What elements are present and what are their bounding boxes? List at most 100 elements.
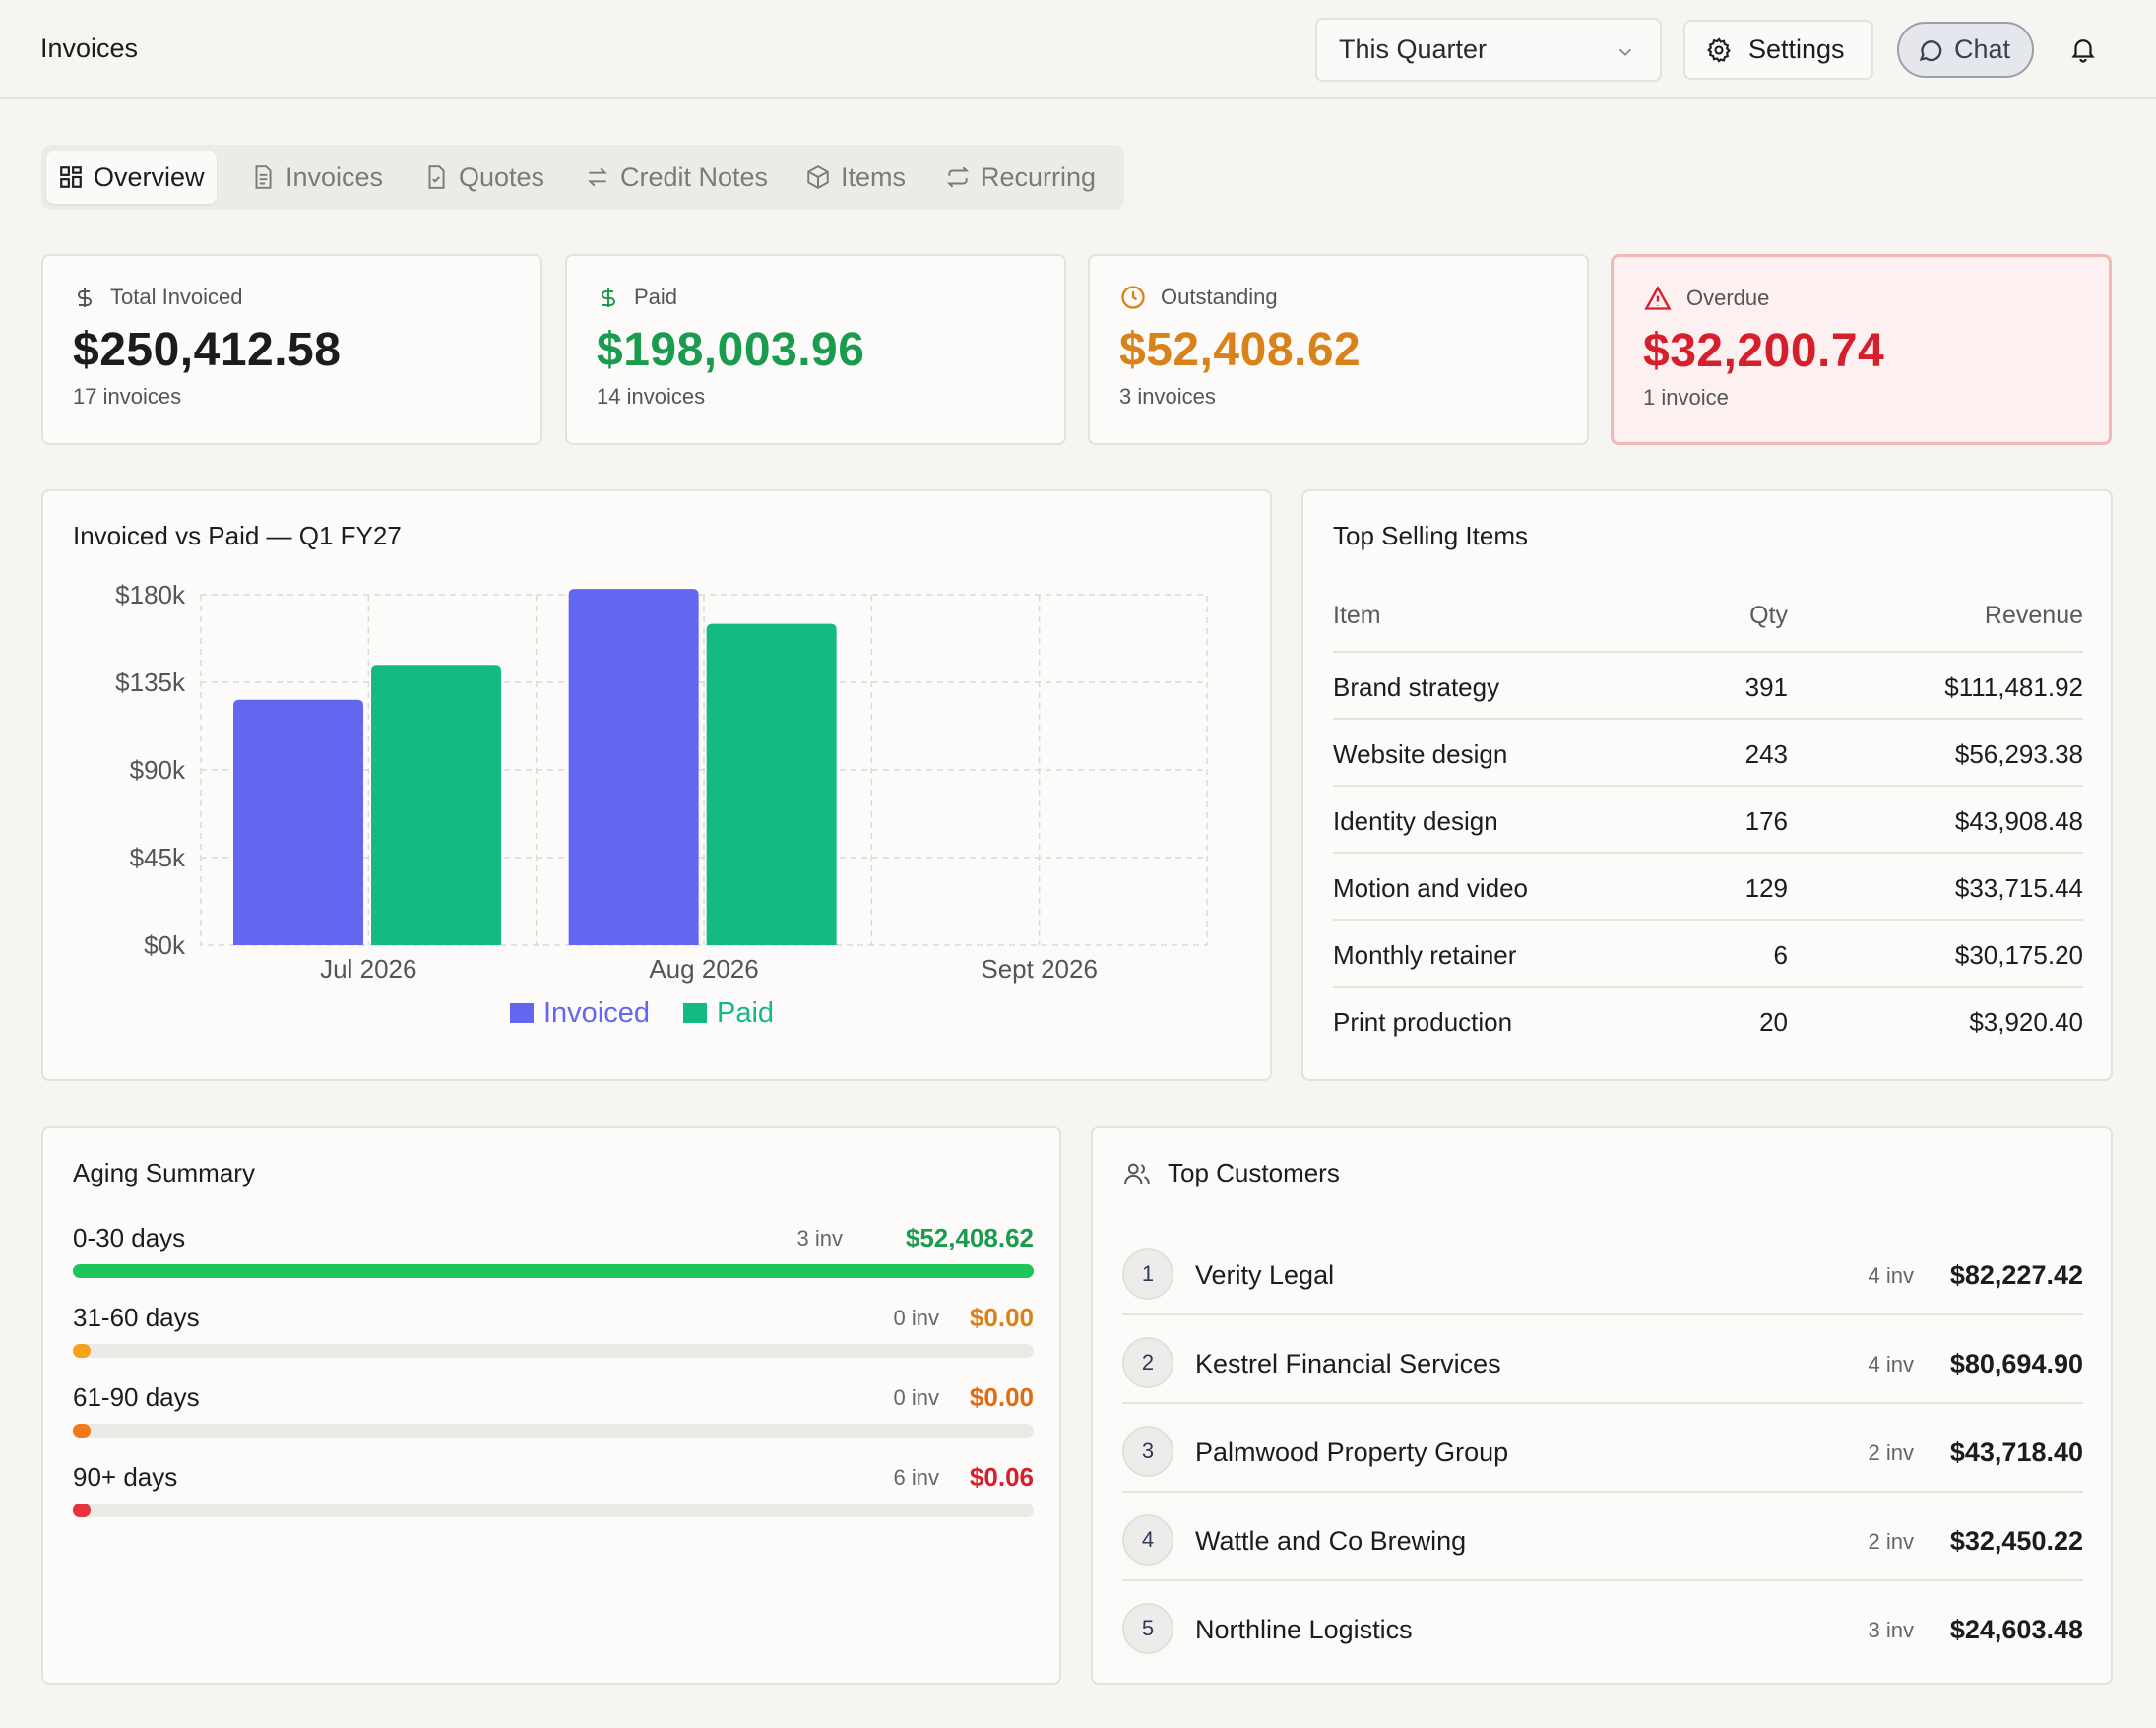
customer-row[interactable]: 5 Northline Logistics 3 inv $24,603.48 bbox=[1122, 1581, 2083, 1670]
gear-icon bbox=[1707, 36, 1731, 63]
aging-progress-fill bbox=[73, 1424, 91, 1438]
legend-swatch bbox=[683, 1003, 707, 1023]
tab-items[interactable]: Items bbox=[793, 151, 918, 204]
column-header-revenue: Revenue bbox=[1984, 602, 2083, 629]
file-check-icon bbox=[428, 165, 445, 189]
table-row: Brand strategy 391 $111,481.92 bbox=[1333, 651, 2083, 718]
x-tick-label: Jul 2026 bbox=[320, 954, 416, 984]
y-tick-label: $180k bbox=[115, 580, 186, 609]
customer-name: Verity Legal bbox=[1195, 1260, 1335, 1290]
kpi-label: Total Invoiced bbox=[110, 285, 243, 309]
table-row: Print production 20 $3,920.40 bbox=[1333, 986, 2083, 1053]
tab-quotes[interactable]: Quotes bbox=[412, 151, 556, 204]
customer-row[interactable]: 1 Verity Legal 4 inv $82,227.42 bbox=[1122, 1227, 2083, 1315]
invoiced-vs-paid-chart: $0k $45k $90k $135k $180k Jul 2026 Aug 2026 Sep… bbox=[115, 580, 1208, 1029]
aging-row: 0-30 days 3 inv $52,408.62 bbox=[73, 1223, 1034, 1282]
item-qty: 176 bbox=[1744, 806, 1788, 836]
item-revenue: $56,293.38 bbox=[1954, 739, 2083, 769]
aging-progress-fill bbox=[73, 1264, 1034, 1278]
kpi-subtext: 1 invoice bbox=[1643, 385, 1729, 410]
aging-progress-track bbox=[73, 1264, 1034, 1278]
aging-invoice-count: 3 inv bbox=[796, 1226, 843, 1250]
table-row: Motion and video 129 $33,715.44 bbox=[1333, 852, 2083, 919]
customer-rank-badge: 1 bbox=[1122, 1248, 1173, 1300]
tab-credit-notes[interactable]: Credit Notes bbox=[573, 151, 780, 204]
y-tick-label: $135k bbox=[115, 668, 186, 697]
item-name: Monthly retainer bbox=[1333, 940, 1517, 970]
kpi-subtext: 3 invoices bbox=[1119, 384, 1216, 409]
chat-label: Chat bbox=[1954, 34, 2011, 64]
aging-progress-track bbox=[73, 1344, 1034, 1358]
column-header-qty: Qty bbox=[1749, 602, 1788, 629]
item-name: Identity design bbox=[1333, 806, 1498, 836]
settings-button[interactable]: Settings bbox=[1683, 20, 1873, 80]
kpi-paid: Paid $198,003.96 14 invoices bbox=[565, 254, 1066, 445]
aging-invoice-count: 0 inv bbox=[893, 1385, 939, 1410]
aging-amount: $0.00 bbox=[969, 1382, 1034, 1412]
customer-row[interactable]: 4 Wattle and Co Brewing 2 inv $32,450.22 bbox=[1122, 1493, 2083, 1581]
x-tick-label: Sept 2026 bbox=[981, 954, 1098, 984]
aging-bucket-label: 31-60 days bbox=[73, 1303, 200, 1332]
bell-icon[interactable] bbox=[2068, 33, 2098, 65]
document-icon bbox=[255, 165, 272, 189]
period-select[interactable]: This Quarter bbox=[1315, 18, 1662, 82]
customer-invoice-count: 4 inv bbox=[1868, 1352, 1914, 1376]
kpi-value: $32,200.74 bbox=[1643, 325, 1885, 377]
customer-row[interactable]: 2 Kestrel Financial Services 4 inv $80,694.… bbox=[1122, 1315, 2083, 1404]
table-row: Website design 243 $56,293.38 bbox=[1333, 718, 2083, 785]
customer-amount: $24,603.48 bbox=[1949, 1615, 2083, 1644]
y-tick-label: $90k bbox=[130, 755, 186, 785]
chat-button[interactable]: Chat bbox=[1897, 22, 2034, 78]
item-qty: 20 bbox=[1759, 1007, 1788, 1037]
y-tick-label: $0k bbox=[144, 930, 186, 960]
repeat-icon bbox=[946, 166, 970, 188]
customer-rank-badge: 3 bbox=[1122, 1426, 1173, 1477]
clock-icon bbox=[1121, 286, 1145, 309]
invoiced-vs-paid-panel: Invoiced vs Paid — Q1 FY27 $0k $45k $90k $1… bbox=[41, 489, 1272, 1081]
column-header-item: Item bbox=[1333, 602, 1381, 629]
aging-invoice-count: 6 inv bbox=[893, 1465, 939, 1490]
customer-rank-badge: 5 bbox=[1122, 1603, 1173, 1654]
tab-recurring[interactable]: Recurring bbox=[933, 151, 1108, 204]
tab-invoices[interactable]: Invoices bbox=[238, 151, 395, 204]
page-title: Invoices bbox=[40, 33, 139, 63]
item-name: Website design bbox=[1333, 739, 1508, 769]
aging-row: 31-60 days 0 inv $0.00 bbox=[73, 1303, 1034, 1362]
chart-title: Invoiced vs Paid — Q1 FY27 bbox=[73, 521, 402, 550]
tab-label: Items bbox=[841, 161, 907, 192]
chat-bubble-icon bbox=[1919, 39, 1942, 61]
item-name: Brand strategy bbox=[1333, 672, 1500, 702]
aging-progress-fill bbox=[73, 1344, 91, 1358]
item-qty: 129 bbox=[1744, 873, 1788, 903]
customer-amount: $43,718.40 bbox=[1949, 1438, 2083, 1467]
legend-swatch bbox=[510, 1003, 534, 1023]
item-revenue: $111,481.92 bbox=[1944, 672, 2083, 702]
tab-label: Overview bbox=[94, 161, 205, 192]
alert-icon bbox=[1644, 286, 1672, 310]
legend-label: Paid bbox=[717, 997, 774, 1029]
panel-title-row: Top Customers bbox=[1122, 1158, 1340, 1188]
customer-row[interactable]: 3 Palmwood Property Group 2 inv $43,718.40 bbox=[1122, 1404, 2083, 1493]
bar-paid bbox=[371, 665, 501, 945]
y-tick-label: $45k bbox=[130, 843, 186, 872]
chevron-down-icon bbox=[1618, 48, 1632, 57]
item-revenue: $3,920.40 bbox=[1969, 1007, 2083, 1037]
kpi-total-invoiced: Total Invoiced $250,412.58 17 invoices bbox=[41, 254, 542, 445]
aging-progress-fill bbox=[73, 1504, 91, 1517]
tab-label: Recurring bbox=[981, 161, 1097, 192]
customer-amount: $80,694.90 bbox=[1949, 1349, 2083, 1378]
item-qty: 391 bbox=[1744, 672, 1788, 702]
bar-invoiced bbox=[233, 699, 363, 945]
item-qty: 243 bbox=[1744, 739, 1788, 769]
users-icon bbox=[1124, 1163, 1150, 1184]
tab-overview[interactable]: Overview bbox=[46, 151, 217, 204]
customer-amount: $32,450.22 bbox=[1949, 1526, 2083, 1556]
aging-row: 90+ days 6 inv $0.06 bbox=[73, 1462, 1034, 1521]
item-revenue: $43,908.48 bbox=[1954, 806, 2083, 836]
aging-amount: $52,408.62 bbox=[905, 1223, 1034, 1252]
period-select-value: This Quarter bbox=[1339, 34, 1488, 64]
kpi-label: Paid bbox=[634, 285, 678, 309]
kpi-label: Overdue bbox=[1686, 286, 1770, 310]
aging-bucket-label: 90+ days bbox=[73, 1462, 178, 1492]
kpi-overdue: Overdue $32,200.74 1 invoice bbox=[1611, 254, 2112, 445]
